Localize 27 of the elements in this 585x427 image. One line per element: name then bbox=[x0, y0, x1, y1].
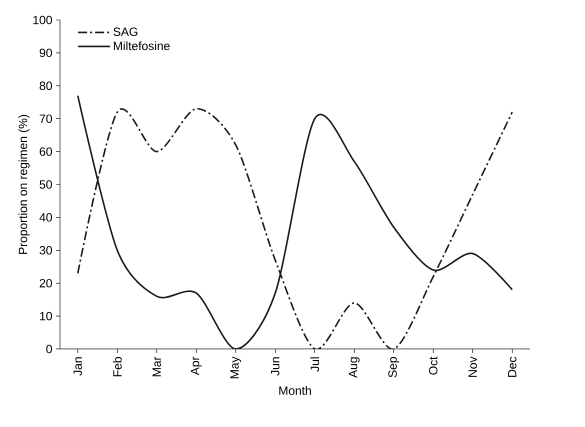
x-tick-label: Dec bbox=[508, 356, 516, 377]
x-tick-label: Feb bbox=[112, 357, 122, 376]
y-axis-title: Proportion on regimen (%) bbox=[18, 114, 30, 254]
y-tick-label: 30 bbox=[40, 246, 52, 255]
legend-label: SAG bbox=[113, 27, 138, 36]
x-tick-label: Aug bbox=[348, 357, 360, 378]
x-tick-label: Jun bbox=[271, 357, 280, 376]
legend-label: Miltefosine bbox=[114, 41, 170, 50]
x-tick-label: Oct bbox=[428, 356, 438, 375]
y-tick-label: 60 bbox=[40, 147, 52, 156]
y-tick-label: 10 bbox=[40, 312, 52, 320]
y-tick-label: 70 bbox=[40, 114, 52, 123]
x-axis-title: Month bbox=[279, 386, 311, 395]
y-tick-label: 80 bbox=[40, 82, 52, 90]
y-tick-label: 50 bbox=[40, 180, 52, 189]
y-tick-label: 100 bbox=[33, 16, 52, 24]
y-tick-label: 40 bbox=[39, 213, 52, 222]
x-tick-label: Nov bbox=[468, 356, 477, 377]
y-tick-label: 0 bbox=[46, 344, 52, 354]
x-tick-label: Mar bbox=[152, 356, 161, 376]
x-tick-label: May bbox=[230, 356, 242, 378]
x-tick-label: Apr bbox=[190, 356, 202, 376]
y-tick-label: 90 bbox=[40, 48, 52, 58]
x-tick-label: Sep bbox=[388, 357, 400, 378]
y-tick-label: 20 bbox=[40, 278, 52, 288]
x-tick-label: Jan bbox=[74, 357, 82, 376]
x-tick-label: Jul bbox=[310, 357, 320, 372]
